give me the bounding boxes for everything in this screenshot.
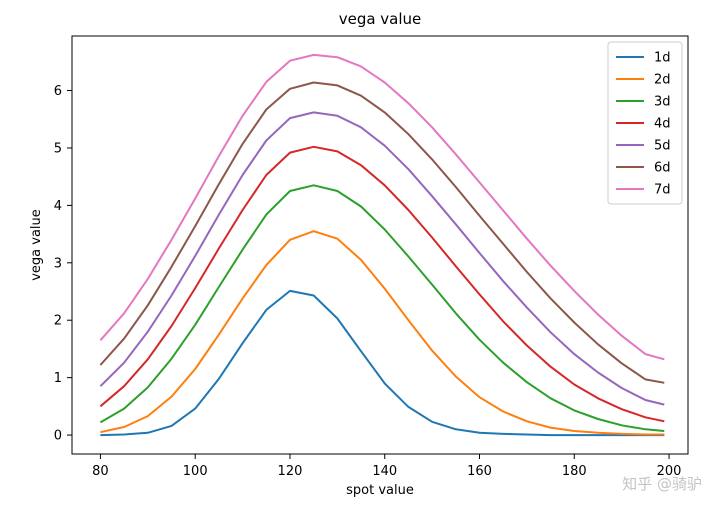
x-tick-label: 200 (657, 464, 682, 479)
x-axis-ticks: 80 100 120 140 160 180 200 (92, 454, 681, 479)
x-tick-label: 120 (278, 464, 303, 479)
x-axis-label: spot value (346, 483, 414, 498)
series-line-5d (99, 111, 665, 406)
y-tick-label: 0 (54, 429, 62, 444)
x-tick-label: 160 (467, 464, 492, 479)
legend-label-4d: 4d (654, 117, 671, 132)
legend-label-3d: 3d (654, 95, 671, 110)
legend-label-7d: 7d (654, 183, 671, 198)
series-line-6d (99, 81, 665, 384)
series-line-3d (99, 184, 665, 432)
y-tick-label: 2 (54, 314, 62, 329)
legend-label-1d: 1d (654, 51, 671, 66)
series-line-7d (99, 53, 665, 361)
legend-label-5d: 5d (654, 139, 671, 154)
y-tick-label: 5 (54, 141, 62, 156)
x-tick-label: 80 (92, 464, 109, 479)
legend: 1d 2d 3d 4d 5d 6d 7d (607, 41, 683, 205)
y-tick-label: 4 (54, 199, 62, 214)
x-tick-label: 140 (372, 464, 397, 479)
legend-label-6d: 6d (654, 161, 671, 176)
series-line-2d (100, 230, 665, 436)
chart-title: vega value (339, 10, 422, 28)
legend-label-2d: 2d (654, 73, 671, 88)
y-tick-label: 6 (54, 84, 62, 99)
series-lines (99, 53, 665, 437)
watermark: 知乎 @骑驴 (622, 475, 702, 493)
x-tick-label: 180 (562, 464, 587, 479)
y-axis-ticks: 0 1 2 3 4 5 6 (54, 84, 72, 444)
x-tick-label: 100 (183, 464, 208, 479)
y-tick-label: 3 (54, 256, 62, 271)
legend-box (607, 41, 683, 205)
y-axis-label: vega value (29, 209, 44, 281)
series-line-1d (100, 289, 665, 437)
y-tick-label: 1 (54, 371, 62, 386)
series-line-4d (99, 145, 665, 423)
plot-area (71, 35, 689, 455)
